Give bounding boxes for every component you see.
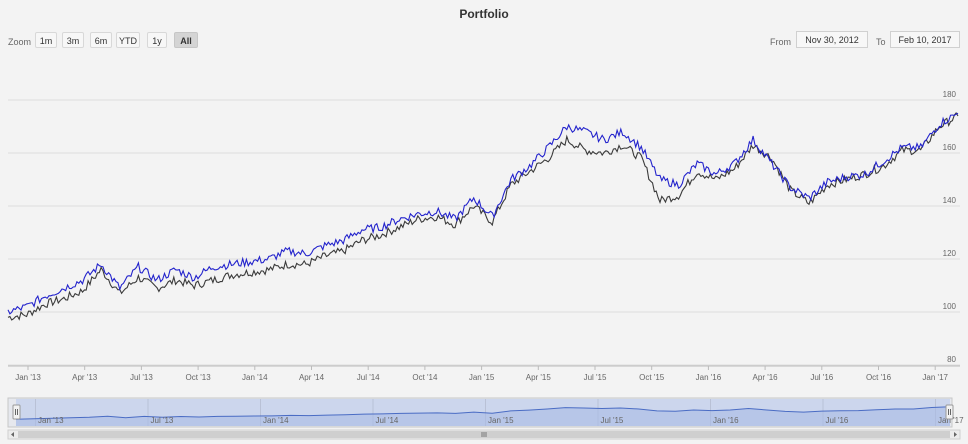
range-to-label: To [876,37,886,47]
x-tick-label: Jan '14 [242,373,268,382]
y-tick-label: 160 [943,143,957,152]
zoom-6m-button[interactable]: 6m [90,32,112,48]
y-axis: 80 100 120 140 160 180 [943,90,957,364]
chart-title: Portfolio [459,7,509,21]
x-tick-label: Apr '14 [299,373,325,382]
zoom-ytd-button[interactable]: YTD [116,32,140,48]
zoom-label: Zoom [8,37,32,47]
y-tick-label: 100 [943,302,957,311]
y-tick-label: 80 [947,355,956,364]
scroll-left-arrow-icon[interactable] [11,432,14,437]
y-tick-label: 180 [943,90,957,99]
x-tick-label: Jan '13 [15,373,41,382]
navigator-labels: Jan '13 Jul '13 Jan '14 Jul '14 Jan '15 Jul '… [38,416,964,425]
navigator-label: Jul '14 [376,416,399,425]
x-tick-label: Oct '13 [186,373,212,382]
range-to-input[interactable]: Feb 10, 2017 [890,31,960,48]
zoom-3m-button[interactable]: 3m [62,32,84,48]
x-tick-label: Oct '14 [412,373,438,382]
x-tick-label: Jan '16 [696,373,722,382]
x-tick-label: Apr '13 [72,373,98,382]
x-tick-label: Jul '15 [584,373,607,382]
navigator-label: Jul '13 [151,416,174,425]
range-from-input[interactable]: Nov 30, 2012 [796,31,868,48]
navigator[interactable]: Jan '13 Jul '13 Jan '14 Jul '14 Jan '15 Jul '… [7,397,964,428]
x-tick-label: Jul '16 [810,373,833,382]
zoom-1m-button[interactable]: 1m [35,32,57,48]
x-tick-label: Jan '15 [469,373,495,382]
zoom-all-button[interactable]: All [174,32,198,48]
navigator-label: Jul '16 [826,416,849,425]
navigator-right-handle[interactable] [945,404,954,420]
scroll-right-arrow-icon[interactable] [954,432,957,437]
x-tick-label: Jul '13 [130,373,153,382]
navigator-area [16,406,950,426]
navigator-label: Jan '13 [38,416,64,425]
x-tick-label: Jan '17 [922,373,948,382]
x-tick-label: Oct '16 [866,373,892,382]
navigator-label: Jan '16 [713,416,739,425]
navigator-label: Jan '14 [263,416,289,425]
series-group [7,111,959,321]
navigator-label: Jan '15 [488,416,514,425]
y-tick-label: 140 [943,196,957,205]
navigator-label: Jul '15 [601,416,624,425]
series-line-1[interactable] [7,112,959,315]
range-from-label: From [770,37,791,47]
x-tick-label: Apr '15 [526,373,552,382]
navigator-left-handle[interactable] [12,404,21,420]
navigator-series-line [15,406,951,420]
scrollbar[interactable] [7,429,961,440]
x-tick-label: Oct '15 [639,373,665,382]
x-axis: Jan '13 Apr '13 Jul '13 Oct '13 Jan '14 Apr '… [8,365,960,382]
y-tick-label: 120 [943,249,957,258]
grid-lines [8,99,960,366]
zoom-1y-button[interactable]: 1y [147,32,167,48]
series-line-2[interactable] [7,111,959,321]
navigator-label: Jan '17 [938,416,964,425]
x-tick-label: Jul '14 [357,373,380,382]
x-tick-label: Apr '16 [753,373,779,382]
